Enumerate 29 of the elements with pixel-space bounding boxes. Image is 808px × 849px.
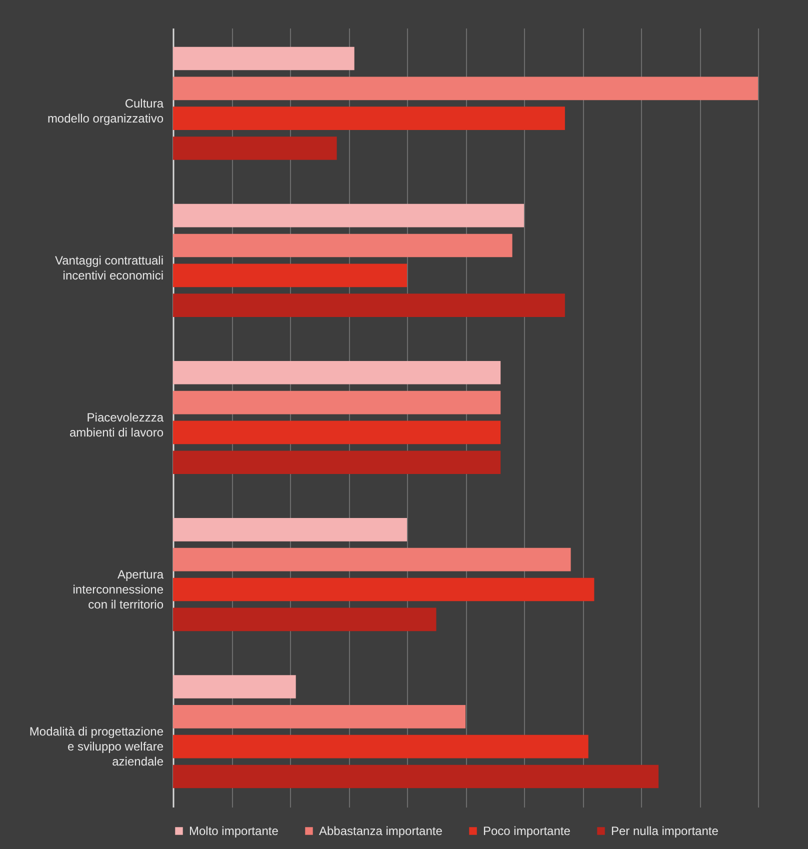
bar <box>173 136 337 160</box>
bar <box>173 608 436 632</box>
bar <box>173 518 407 542</box>
bar <box>173 548 571 572</box>
bar <box>173 294 565 317</box>
y-tick-label: Modalità di progettazione e sviluppo welfare aziendale <box>29 724 164 769</box>
bar <box>173 46 354 70</box>
bar <box>173 578 594 602</box>
bar <box>173 106 565 130</box>
bar <box>173 420 501 444</box>
legend-label: Abbastanza importante <box>319 824 443 838</box>
bar <box>173 764 659 788</box>
bar <box>173 264 407 288</box>
bar <box>173 390 501 414</box>
y-tick-label: Cultura modello organizzativo <box>47 96 164 126</box>
y-tick-label: Vantaggi contrattuali incentivi economici <box>54 253 164 282</box>
bar <box>173 734 588 758</box>
legend-label: Per nulla importante <box>611 824 719 838</box>
y-tick-label: Piacevolezzza ambienti di lavoro <box>69 410 164 440</box>
bar <box>173 675 296 698</box>
y-tick-label: Apertura interconnessione con il territorio <box>72 568 164 612</box>
bar <box>173 360 501 384</box>
legend-label: Poco importante <box>483 824 571 838</box>
bar <box>173 204 524 228</box>
bar <box>173 450 501 474</box>
bar <box>173 704 466 728</box>
legend-label: Molto importante <box>189 824 279 838</box>
bar <box>173 76 758 100</box>
bar <box>173 234 512 258</box>
